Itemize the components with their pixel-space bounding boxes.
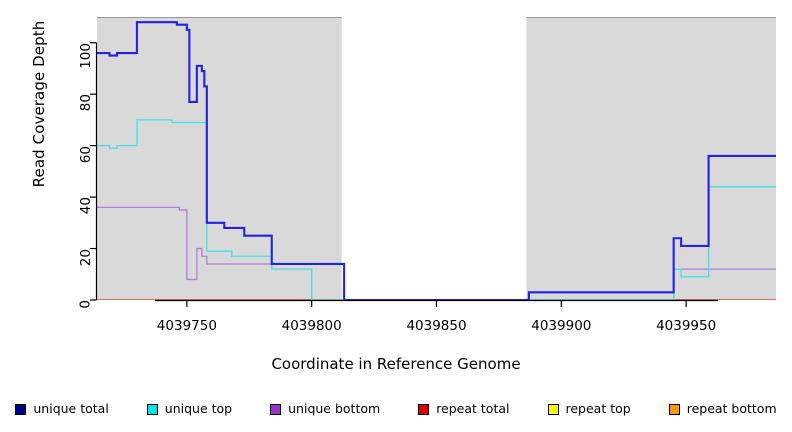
- series-line-unique-bottom: [97, 206, 776, 300]
- y-tick-label: 0: [78, 300, 94, 309]
- x-tick-label: 4039950: [656, 318, 717, 334]
- y-tick-label: 60: [78, 145, 94, 163]
- coverage-plot-svg: [97, 17, 776, 300]
- legend-item-unique-bottom[interactable]: unique bottom: [270, 400, 381, 416]
- legend-swatch-icon: [15, 403, 27, 415]
- legend-swatch-icon: [270, 403, 282, 415]
- legend-label: repeat total: [436, 400, 510, 416]
- legend-swatch-icon: [146, 403, 158, 415]
- legend-item-repeat-total[interactable]: repeat total: [418, 400, 510, 416]
- legend-label: repeat top: [565, 400, 631, 416]
- series-line-unique-total: [97, 21, 776, 300]
- legend-label: unique top: [164, 400, 233, 416]
- legend-label: unique bottom: [288, 400, 381, 416]
- shaded-region-1: [526, 17, 776, 300]
- legend-item-unique-total[interactable]: unique total: [15, 400, 109, 416]
- legend-swatch-icon: [418, 403, 430, 415]
- x-tick-label: 4039750: [156, 318, 217, 334]
- y-tick-label: 20: [78, 248, 94, 266]
- x-tick-label: 4039900: [531, 318, 592, 334]
- legend-swatch-icon: [547, 403, 559, 415]
- legend-swatch-icon: [668, 403, 680, 415]
- y-tick-label: 80: [78, 94, 94, 112]
- legend-item-unique-top[interactable]: unique top: [146, 400, 233, 416]
- y-tick-label: 100: [78, 42, 94, 69]
- plot-area: [97, 17, 776, 300]
- x-axis-title: Coordinate in Reference Genome: [271, 355, 521, 373]
- x-tick-label: 4039850: [406, 318, 467, 334]
- shaded-region-0: [97, 17, 342, 300]
- series-line-unique-top: [97, 119, 776, 300]
- x-tick-label: 4039800: [281, 318, 342, 334]
- y-tick-label: 40: [78, 197, 94, 215]
- legend-item-repeat-top[interactable]: repeat top: [547, 400, 631, 416]
- legend-label: repeat bottom: [686, 400, 777, 416]
- legend-label: unique total: [33, 400, 109, 416]
- chart-legend: unique total unique top unique bottom repea…: [0, 398, 792, 420]
- legend-item-repeat-bottom[interactable]: repeat bottom: [668, 400, 777, 416]
- y-axis-title: Read Coverage Depth: [30, 20, 48, 188]
